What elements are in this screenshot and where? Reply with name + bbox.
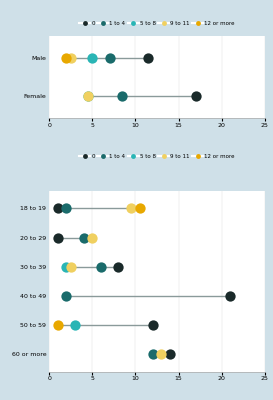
Point	[86, 93, 90, 99]
Point	[69, 55, 73, 62]
Point	[90, 234, 94, 241]
Point	[116, 264, 120, 270]
Legend: 0, 1 to 4, 5 to 8, 9 to 11, 12 or more: 0, 1 to 4, 5 to 8, 9 to 11, 12 or more	[79, 21, 235, 27]
Point	[64, 205, 69, 212]
Point	[99, 264, 103, 270]
Point	[159, 351, 164, 358]
Point	[56, 205, 60, 212]
Point	[64, 264, 69, 270]
Point	[129, 205, 133, 212]
Point	[168, 351, 172, 358]
Point	[90, 55, 94, 62]
Point	[150, 322, 155, 328]
Point	[194, 93, 198, 99]
Point	[73, 322, 77, 328]
Point	[64, 55, 69, 62]
Point	[107, 55, 112, 62]
Legend: 0, 1 to 4, 5 to 8, 9 to 11, 12 or more: 0, 1 to 4, 5 to 8, 9 to 11, 12 or more	[79, 154, 235, 160]
Point	[150, 351, 155, 358]
Point	[228, 293, 233, 299]
Point	[86, 93, 90, 99]
Point	[138, 205, 142, 212]
Point	[81, 234, 86, 241]
Point	[69, 264, 73, 270]
Point	[120, 93, 125, 99]
Point	[64, 293, 69, 299]
Point	[56, 234, 60, 241]
Point	[146, 55, 150, 62]
Point	[56, 322, 60, 328]
